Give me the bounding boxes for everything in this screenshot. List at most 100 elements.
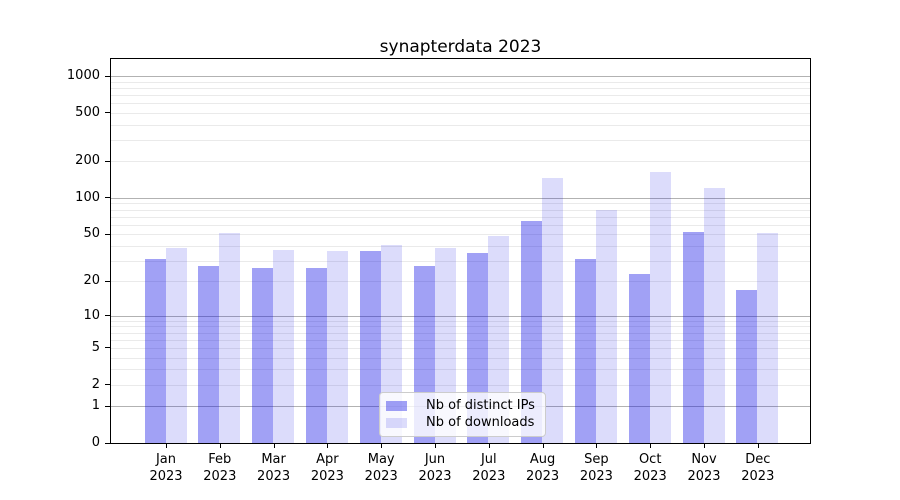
bar-jul-downloads [488,236,510,443]
gridline-minor [111,234,810,236]
x-tick-label-feb: Feb 2023 [203,452,237,484]
gridline-major [111,197,810,199]
y-tick-label: 5 [91,339,100,355]
gridline-minor [111,216,810,218]
x-tick-mark [542,443,544,448]
x-tick-label-oct: Oct 2023 [633,452,667,484]
bar-apr-distinct-ips [305,268,327,443]
legend-item-distinct-ips: Nb of distinct IPs [386,397,545,415]
bar-mar-downloads [273,249,295,443]
chart-title: synapterdata 2023 [379,37,542,57]
gridline-major [111,76,810,78]
bar-feb-downloads [219,233,241,443]
x-tick-mark [435,443,436,448]
gridline-minor [111,260,810,262]
gridline-minor [111,95,810,96]
legend-swatch-downloads [386,418,407,429]
x-tick-label-apr: Apr 2023 [310,452,344,484]
bar-jan-downloads [165,248,187,443]
gridline-minor [111,339,810,341]
y-tick-mark [105,233,110,235]
y-tick-label: 20 [83,273,100,289]
x-tick-mark [488,443,490,448]
y-tick-mark [105,197,110,199]
gridline-minor [111,112,810,114]
gridline-minor [111,103,810,105]
gridline-minor [111,326,810,328]
y-tick-mark [105,112,110,114]
gridline-minor [111,124,810,126]
x-tick-mark [327,443,329,448]
y-tick-label: 10 [83,307,100,323]
bar-oct-downloads [649,171,671,443]
x-tick-label-jul: Jul 2023 [472,452,506,484]
x-tick-mark [166,443,167,448]
bar-sep-downloads [595,209,617,443]
bar-nov-downloads [703,188,725,443]
y-tick-mark [105,315,110,317]
x-tick-mark [596,443,598,448]
y-tick-label: 200 [75,153,100,169]
bar-dec-downloads [757,233,779,443]
legend-label-downloads: Nb of downloads [426,415,535,431]
x-tick-label-may: May 2023 [364,452,398,484]
x-tick-mark [650,443,652,448]
x-tick-label-sep: Sep 2023 [579,452,613,484]
gridline-minor [111,369,810,371]
bar-apr-downloads [326,251,348,443]
gridline-minor [111,87,810,89]
gridline-minor [111,161,810,163]
bar-nov-distinct-ips [682,232,704,443]
plot-area [110,58,811,444]
x-tick-mark [757,443,759,448]
y-tick-label: 100 [75,189,100,205]
y-tick-mark [105,347,110,349]
y-tick-label: 500 [75,104,100,120]
bar-mar-distinct-ips [252,268,274,443]
bar-may-distinct-ips [359,251,381,443]
y-tick-mark [105,75,110,77]
legend: Nb of distinct IPs Nb of downloads [379,392,546,437]
y-tick-label: 2 [91,376,100,392]
gridline-minor [111,384,810,386]
bar-dec-distinct-ips [736,289,758,443]
gridline-minor [111,320,810,322]
bar-aug-distinct-ips [521,220,543,443]
bar-feb-distinct-ips [198,266,220,443]
x-tick-label-jun: Jun 2023 [418,452,452,484]
x-tick-label-jan: Jan 2023 [149,452,183,484]
legend-item-downloads: Nb of downloads [386,415,545,433]
y-tick-label: 0 [91,435,100,450]
x-tick-mark [704,443,705,448]
gridline-minor [111,347,810,349]
gridline-minor [111,139,810,141]
x-tick-label-dec: Dec 2023 [741,452,775,484]
x-tick-label-mar: Mar 2023 [257,452,291,484]
bar-jan-distinct-ips [144,258,166,443]
gridline-minor [111,357,810,359]
x-tick-mark [381,443,383,448]
gridline-minor [111,209,810,211]
y-tick-label: 1 [91,398,100,414]
y-tick-mark [105,280,110,282]
y-tick-label: 1000 [66,68,100,84]
y-tick-mark [105,405,110,407]
bar-aug-downloads [542,178,564,443]
y-tick-label: 50 [83,226,100,242]
y-tick-mark [105,442,110,444]
gridline-minor [111,224,810,226]
y-tick-mark [105,384,110,386]
bar-sep-distinct-ips [574,258,596,443]
gridline-minor [111,245,810,247]
x-tick-mark [219,443,221,448]
y-tick-mark [105,160,110,162]
bar-oct-distinct-ips [628,274,650,443]
gridline-minor [111,332,810,334]
legend-label-distinct-ips: Nb of distinct IPs [426,397,535,413]
x-tick-mark [273,443,275,448]
gridline-minor [111,81,810,83]
gridline-major [111,315,810,317]
x-tick-label-aug: Aug 2023 [526,452,560,484]
gridline-minor [111,281,810,283]
